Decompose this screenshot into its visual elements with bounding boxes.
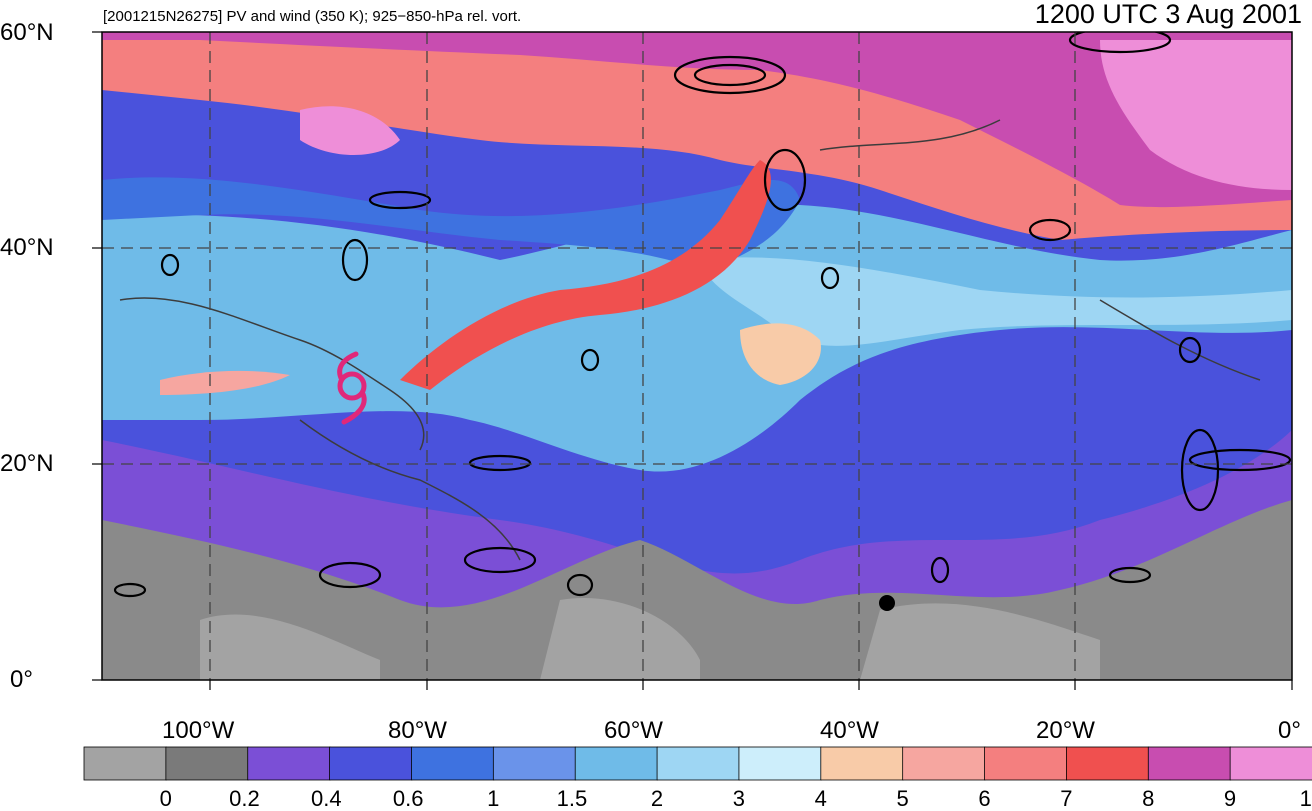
colorbar-swatch: [329, 746, 413, 781]
pv-midlat-blue: [102, 177, 800, 270]
colorbar-tick-label: 10: [1299, 786, 1312, 811]
colorbar-tick-label: 9: [1223, 786, 1237, 811]
lat-label-40n: 40°N: [0, 234, 54, 261]
colorbar-tick-label: 0.2: [229, 786, 260, 811]
lon-label-40w: 40°W: [820, 717, 879, 744]
colorbar-swatch: [738, 746, 822, 781]
map-frame: [101, 31, 1293, 681]
colorbar-swatch: [574, 746, 658, 781]
colorbar-swatch: [656, 746, 740, 781]
pv-light-band: [700, 257, 1292, 346]
lat-label-60n: 60°N: [0, 19, 54, 46]
pv-very-high-north: [102, 32, 1292, 208]
colorbar-swatch: [984, 746, 1068, 781]
valid-time-title: 1200 UTC 3 Aug 2001: [1034, 0, 1302, 29]
colorbar-swatch: [1229, 746, 1312, 781]
colorbar-swatch: [165, 746, 249, 781]
lon-label-0: 0°: [1278, 717, 1301, 744]
lat-label-0: 0°: [10, 666, 33, 693]
colorbar-tick-label: 1: [487, 786, 500, 811]
colorbar-tick-label: 1.5: [556, 786, 588, 811]
graticule: [102, 32, 1292, 680]
lon-label-80w: 80°W: [388, 717, 447, 744]
colorbar-tick-label: 0.6: [392, 786, 424, 811]
pv-cutoff-high: [740, 323, 821, 385]
lon-label-20w: 20°W: [1036, 717, 1095, 744]
colorbar-tick-label: 7: [1060, 786, 1073, 811]
lat-label-20n: 20°N: [0, 450, 54, 477]
colorbar-swatch: [902, 746, 986, 781]
lon-label-60w: 60°W: [604, 717, 663, 744]
colorbar-swatch: [820, 746, 904, 781]
pv-minimum-patches: [200, 598, 1100, 680]
plot-subtitle: [2001215N26275] PV and wind (350 K); 925…: [103, 8, 522, 25]
colorbar-swatch: [1066, 746, 1150, 781]
colorbar-tick-label: 8: [1142, 786, 1155, 811]
colorbar-tick-label: 0.4: [311, 786, 342, 811]
colorbar-tick-label: 2: [650, 786, 664, 811]
colorbar-tick-label: 5: [896, 786, 909, 811]
axis-ticks: [92, 31, 1293, 690]
pv-extreme-north: [300, 40, 1292, 190]
colorbar-swatch: [492, 746, 577, 781]
pv-gulf-streamer: [160, 370, 290, 395]
colorbar-swatch: [247, 746, 331, 781]
pv-colorbar: [83, 746, 1312, 781]
vorticity-max-dot: [879, 595, 895, 611]
colorbar-tick-label: 3: [732, 786, 745, 811]
pv-streamer: [400, 160, 771, 390]
pv-mid-band: [102, 204, 1292, 472]
tropical-cyclone-icon: [337, 351, 367, 425]
vorticity-contours: [113, 32, 1292, 598]
colorbar-tick-label: 0: [159, 786, 172, 811]
coastlines: [119, 119, 1261, 561]
colorbar-swatch: [411, 746, 495, 781]
colorbar-tick-label: 6: [978, 786, 991, 811]
colorbar-swatch: [83, 746, 167, 781]
lon-label-100w: 100°W: [162, 717, 235, 744]
pv-field: [102, 32, 1292, 680]
colorbar-swatch: [1147, 746, 1232, 781]
colorbar-tick-label: 4: [814, 786, 827, 811]
